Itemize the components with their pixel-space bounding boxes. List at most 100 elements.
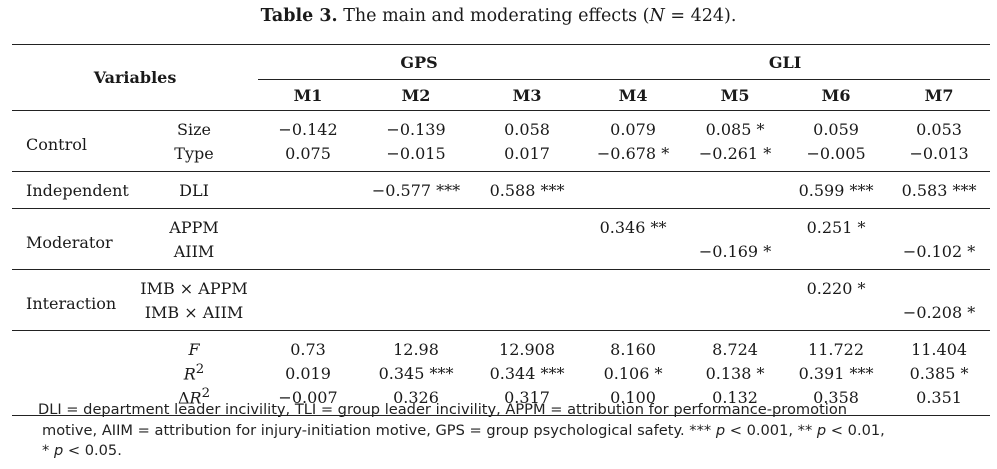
cell-aiim-m2 [358, 239, 474, 270]
category-independent: Independent [12, 171, 130, 209]
p-symbol: p [53, 442, 64, 459]
cell-aiim-m3 [474, 239, 580, 270]
variables-header: Variables [12, 44, 259, 111]
model-header-m1: M1 [258, 79, 359, 111]
delta-r2-superscript: 2 [201, 386, 211, 402]
cell-type-m7: −0.013 [909, 143, 969, 163]
cell-size-m6: 0.059 [784, 110, 889, 141]
row-label-delta-r2: ΔR2 [130, 385, 259, 416]
gps-group-header: GPS [258, 44, 581, 80]
r2-symbol: R [183, 364, 196, 384]
header-row-groups: Variables GPS GLI [12, 44, 991, 111]
cell-type-m2: −0.015 [386, 143, 446, 163]
caption-text-end: = 424). [664, 6, 737, 26]
category-moderator: Moderator [12, 208, 130, 270]
category-interaction: Interaction [12, 269, 130, 331]
cell-dr2-m1: −0.007 [258, 385, 359, 416]
row-label-imb-aiim: IMB × AIIM [144, 302, 244, 322]
header-row-models: M1 M2 M3 M4 M5 M6 M7 [12, 79, 991, 111]
cell-size-m5: 0.085 * [686, 110, 785, 141]
cell-r2-m5: 0.138 * [705, 363, 765, 383]
r2-superscript: 2 [195, 362, 205, 378]
table-row-size: Control Size −0.142 −0.139 0.058 0.079 0… [12, 110, 991, 172]
cell-appm-m4: 0.346 ** [580, 208, 687, 239]
cell-aiim-m4 [580, 239, 686, 270]
sig-level-2: < 0.01, [826, 421, 885, 439]
cell-appm-m7 [888, 208, 991, 239]
cell-r2-m3: 0.344 *** [489, 363, 565, 383]
delta-r2-symbol: R [189, 388, 202, 408]
cell-size-m2: −0.139 [358, 110, 475, 141]
row-label-dli: DLI [130, 171, 259, 209]
cell-appm-m6: 0.251 * [784, 208, 889, 239]
cell-type-m5: −0.261 * [698, 143, 772, 163]
cell-dli-m5 [686, 171, 785, 209]
cell-dli-m6: 0.599 *** [784, 171, 889, 209]
cell-imb-appm-m1 [258, 269, 359, 300]
cell-type-m3: 0.017 [504, 143, 550, 163]
notes-line-2: motive, AIIM = attribution for injury-in… [42, 421, 977, 442]
model-header-m6: M6 [784, 79, 889, 111]
table-caption: Table 3. The main and moderating effects… [0, 6, 997, 26]
caption-text: The main and moderating effects ( [337, 6, 650, 26]
table-row-imb-aiim: IMB × AIIM −0.208 * [12, 300, 990, 331]
notes-line-2-text: motive, AIIM = attribution for injury-in… [42, 421, 712, 439]
sig-level-1: < 0.001, ** [725, 421, 817, 439]
cell-dli-m3: 0.588 *** [474, 171, 581, 209]
category-empty [12, 385, 130, 416]
table-row-r2: R2 0.019 0.345 *** 0.344 *** 0.106 * 0.1… [12, 361, 990, 385]
cell-imb-appm-m7 [888, 269, 991, 300]
row-label-f: F [130, 330, 259, 361]
cell-f-m1: 0.73 [258, 330, 359, 361]
notes-line-1: DLI = department leader incivility, TLI … [38, 401, 848, 418]
cell-imb-appm-m6: 0.220 * [784, 269, 889, 300]
cell-appm-m5 [686, 208, 785, 239]
cell-size-m1: −0.142 [258, 110, 359, 141]
p-symbol: p [816, 421, 827, 439]
table-row-type: Type 0.075 −0.015 0.017 −0.678 * −0.261 … [12, 141, 990, 172]
cell-r2-m1: 0.019 [285, 363, 331, 383]
cell-f-m2: 12.98 [358, 330, 475, 361]
cell-imb-appm-m5 [686, 269, 785, 300]
sig-level-3: < 0.05. [63, 442, 122, 459]
cell-imb-aiim-m5 [686, 300, 784, 331]
row-label-imb-appm: IMB × APPM [130, 269, 259, 300]
cell-imb-aiim-m4 [580, 300, 686, 331]
cell-dr2-m5: 0.132 [686, 385, 785, 416]
gli-group-header: GLI [580, 44, 991, 80]
cell-imb-aiim-m7: −0.208 * [902, 302, 976, 322]
row-label-size: Size [130, 110, 259, 141]
model-header-m4: M4 [580, 79, 687, 111]
model-header-m7: M7 [888, 79, 991, 111]
cell-f-m7: 11.404 [888, 330, 991, 361]
cell-dr2-m4: 0.100 [580, 385, 687, 416]
model-header-m5: M5 [686, 79, 785, 111]
cell-size-m4: 0.079 [580, 110, 687, 141]
cell-dli-m7: 0.583 *** [888, 171, 991, 209]
table-row-dli: Independent DLI −0.577 *** 0.588 *** 0.5… [12, 171, 991, 209]
cell-appm-m3 [474, 208, 581, 239]
category-empty [12, 361, 130, 385]
delta-symbol: Δ [177, 388, 190, 408]
cell-type-m4: −0.678 * [596, 143, 670, 163]
p-symbol: p [715, 421, 726, 439]
cell-dli-m1 [258, 171, 359, 209]
table-notes: DLI = department leader incivility, TLI … [38, 400, 977, 462]
cell-appm-m1 [258, 208, 359, 239]
cell-f-m6: 11.722 [784, 330, 889, 361]
table-row-f: F 0.73 12.98 12.908 8.160 8.724 11.722 1… [12, 330, 991, 361]
cell-r2-m6: 0.391 *** [798, 363, 874, 383]
cell-f-m5: 8.724 [686, 330, 785, 361]
cell-dr2-m2: 0.326 [358, 385, 475, 416]
cell-aiim-m6 [784, 239, 888, 270]
cell-dr2-m3: 0.317 [474, 385, 581, 416]
cell-f-m3: 12.908 [474, 330, 581, 361]
cell-dli-m4 [580, 171, 687, 209]
cell-size-m3: 0.058 [474, 110, 581, 141]
cell-r2-m2: 0.345 *** [378, 363, 454, 383]
results-table: Variables GPS GLI M1 M2 M3 M4 M5 M6 M7 C… [12, 44, 991, 416]
cell-imb-aiim-m2 [358, 300, 474, 331]
cell-r2-m4: 0.106 * [603, 363, 663, 383]
cell-imb-aiim-m1 [258, 300, 358, 331]
